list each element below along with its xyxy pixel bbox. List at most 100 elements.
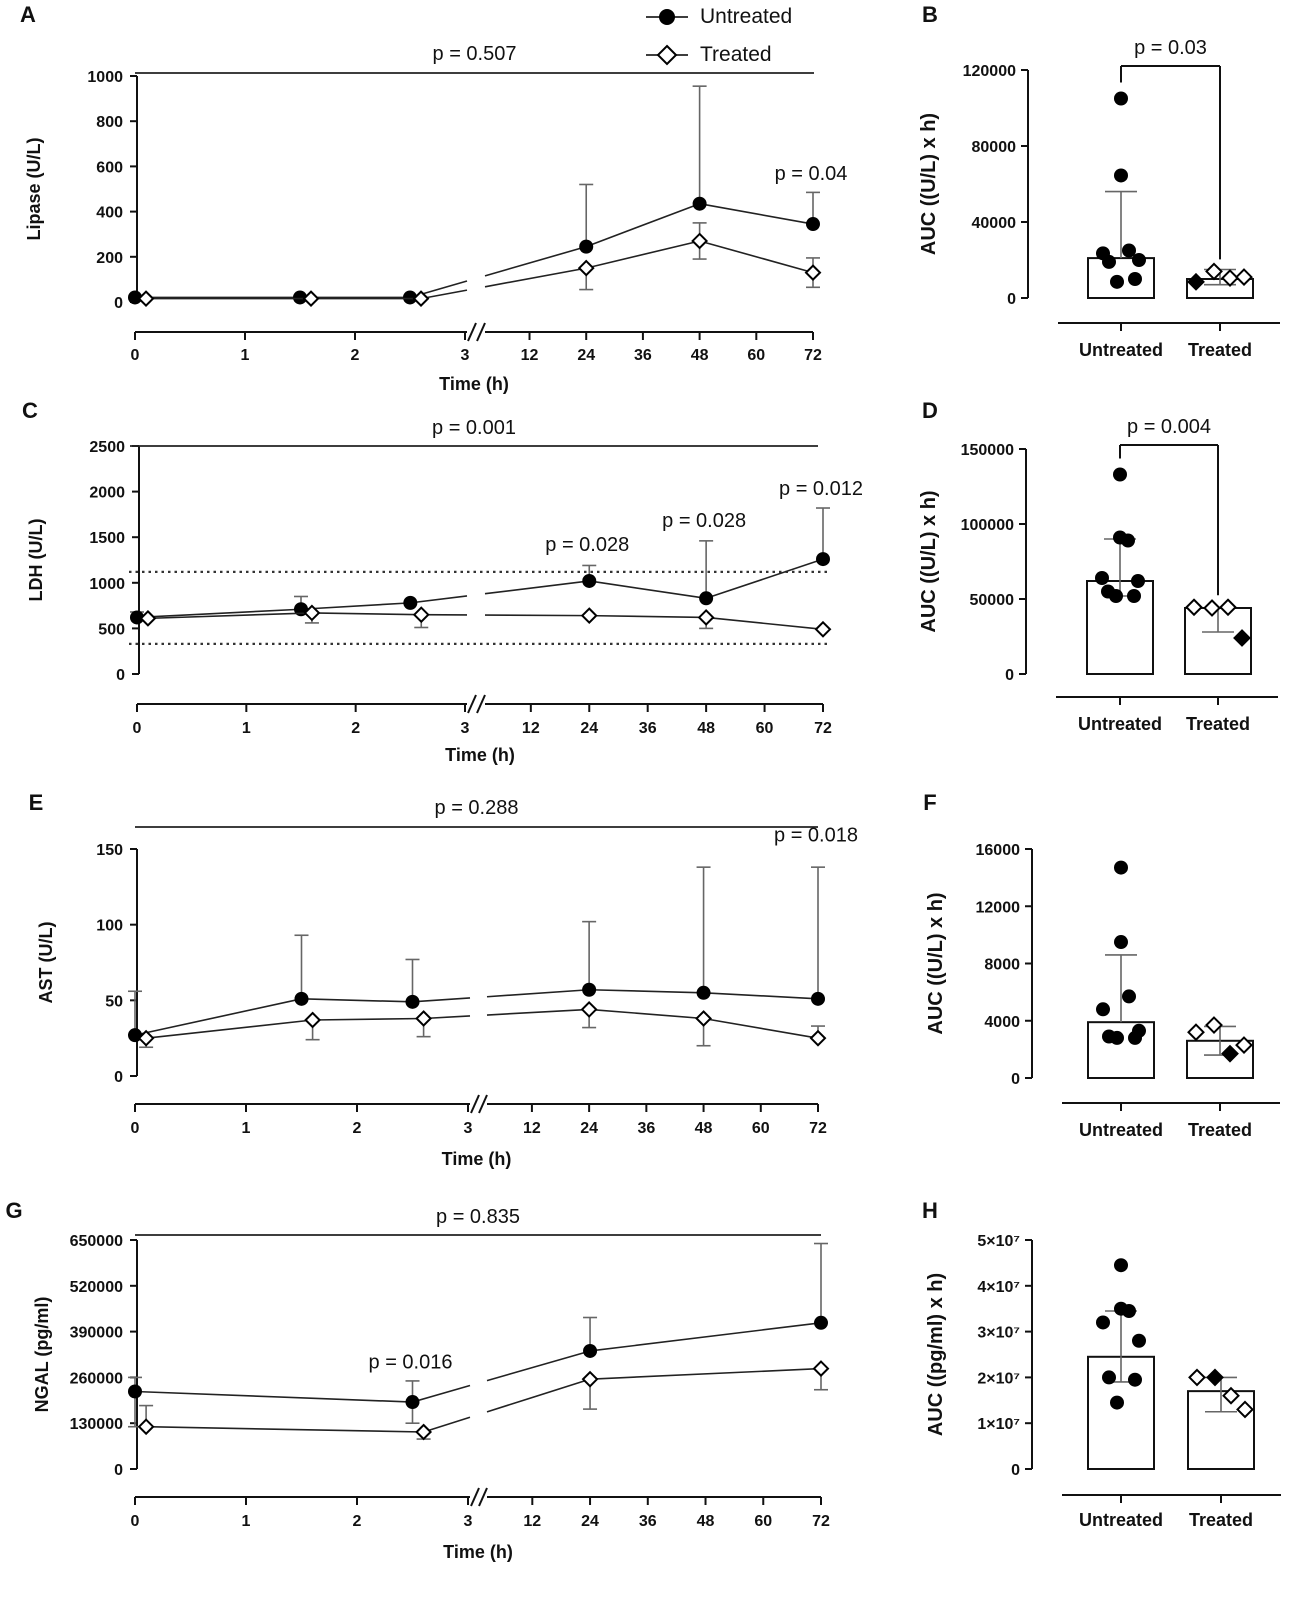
x-tick-label: 12 [521,347,539,364]
series-line [705,558,824,600]
x-tick-label: 3 [464,1513,473,1530]
series-line [147,612,312,620]
panel-h: H 0 1×10⁷ 2×10⁷ 3×10⁷ 4×10⁷ 5×10⁷ AUC ((pg/ml) … [922,1198,1281,1530]
data-point-treated [412,290,430,308]
x-tick-label: 12 [523,1513,541,1530]
series-line [412,1384,471,1403]
pointwise-p-value: p = 0.012 [779,478,863,500]
series-line [484,580,590,595]
axis-break-mark [478,1487,488,1507]
axis-break-mark [470,1487,480,1507]
individual-point-treated [1221,269,1239,287]
individual-point-treated [1206,1368,1224,1387]
individual-point-treated [1187,1023,1205,1042]
series-line [699,240,814,274]
individual-point-untreated [1114,860,1128,875]
data-point-untreated [579,239,594,254]
individual-point-untreated [1114,1258,1128,1273]
panel-letter: F [923,790,936,815]
data-point-treated [580,1000,598,1018]
y-tick-label: 2×10⁷ [977,1370,1020,1387]
y-tick-label: 3×10⁷ [977,1325,1020,1342]
data-point-untreated [806,217,820,232]
y-tick-label: 0 [114,295,123,312]
y-tick-label: 12000 [976,899,1021,916]
series-line [590,1367,822,1380]
series-line [134,1390,413,1403]
data-point-treated [139,609,157,627]
axis-break-mark [476,694,486,714]
y-tick-label: 4×10⁷ [977,1279,1020,1296]
x-tick-label: 3 [461,347,470,364]
data-point-untreated [583,1343,598,1358]
panel-letter: A [20,2,36,27]
overall-p-value: p = 0.835 [436,1206,520,1228]
x-tick-label: 12 [523,1120,541,1137]
x-tick-label: 1 [242,1513,251,1530]
y-tick-label: 120000 [963,63,1016,80]
series-line [703,991,819,1000]
category-label: Treated [1188,1120,1252,1140]
x-tick-label: 60 [752,1120,770,1137]
individual-point-treated [1221,1044,1239,1063]
y-axis-label: AUC ((pg/ml) x h) [925,1273,947,1436]
series-line [136,608,302,619]
y-tick-label: 2500 [89,439,125,456]
panel-letter: G [5,1198,22,1223]
data-point-untreated [696,985,711,1000]
x-tick-label: 48 [697,1513,715,1530]
data-point-untreated [128,290,142,305]
y-axis-label: AUC ((U/L) x h) [918,490,940,632]
individual-point-untreated [1096,1002,1110,1017]
series-line [484,267,587,288]
individual-point-untreated [1132,253,1146,267]
data-point-treated [304,1011,322,1029]
individual-point-untreated [1102,1370,1116,1385]
x-tick-label: 72 [809,1120,827,1137]
series-treated [139,604,832,638]
overall-p-value: p = 0.001 [432,417,516,439]
data-point-treated [137,1418,155,1436]
x-tick-label: 0 [131,347,140,364]
overall-p-value: p = 0.288 [435,797,519,819]
x-tick-label: 2 [351,720,360,737]
individual-point-untreated [1110,1030,1124,1045]
data-point-untreated [814,1315,828,1330]
y-axis-label: LDH (U/L) [26,519,46,602]
y-tick-label: 4000 [984,1014,1020,1031]
data-point-treated [577,259,595,277]
y-tick-label: 520000 [70,1279,123,1296]
y-tick-label: 200 [96,250,123,267]
x-tick-label: 24 [580,720,598,737]
category-label: Untreated [1079,1120,1163,1140]
axis-break-mark [470,1094,480,1114]
series-line [486,1378,591,1413]
series-line [585,202,700,248]
y-tick-label: 0 [1011,1071,1020,1088]
data-point-untreated [128,1384,142,1399]
y-tick-label: 150 [96,842,123,859]
x-tick-label: 36 [637,1120,655,1137]
y-tick-label: 0 [114,1069,123,1086]
individual-point-untreated [1114,91,1128,106]
y-tick-label: 800 [96,114,123,131]
y-tick-label: 1000 [89,576,125,593]
individual-point-untreated [1127,589,1141,603]
y-tick-label: 600 [96,159,123,176]
y-tick-label: 16000 [976,842,1021,859]
series-untreated [128,85,820,305]
panel-letter: D [922,398,938,423]
y-tick-label: 40000 [972,215,1017,232]
x-tick-label: 24 [580,1120,598,1137]
x-tick-label: 0 [131,1120,140,1137]
y-tick-label: 1×10⁷ [977,1416,1020,1433]
y-tick-label: 400 [96,205,123,222]
individual-point-untreated [1109,589,1123,603]
axis-break-mark [467,322,477,342]
series-untreated [128,866,825,1043]
y-tick-label: 260000 [70,1370,123,1387]
individual-point-treated [1235,1036,1253,1054]
individual-point-untreated [1110,1395,1124,1410]
data-point-untreated [130,610,144,625]
